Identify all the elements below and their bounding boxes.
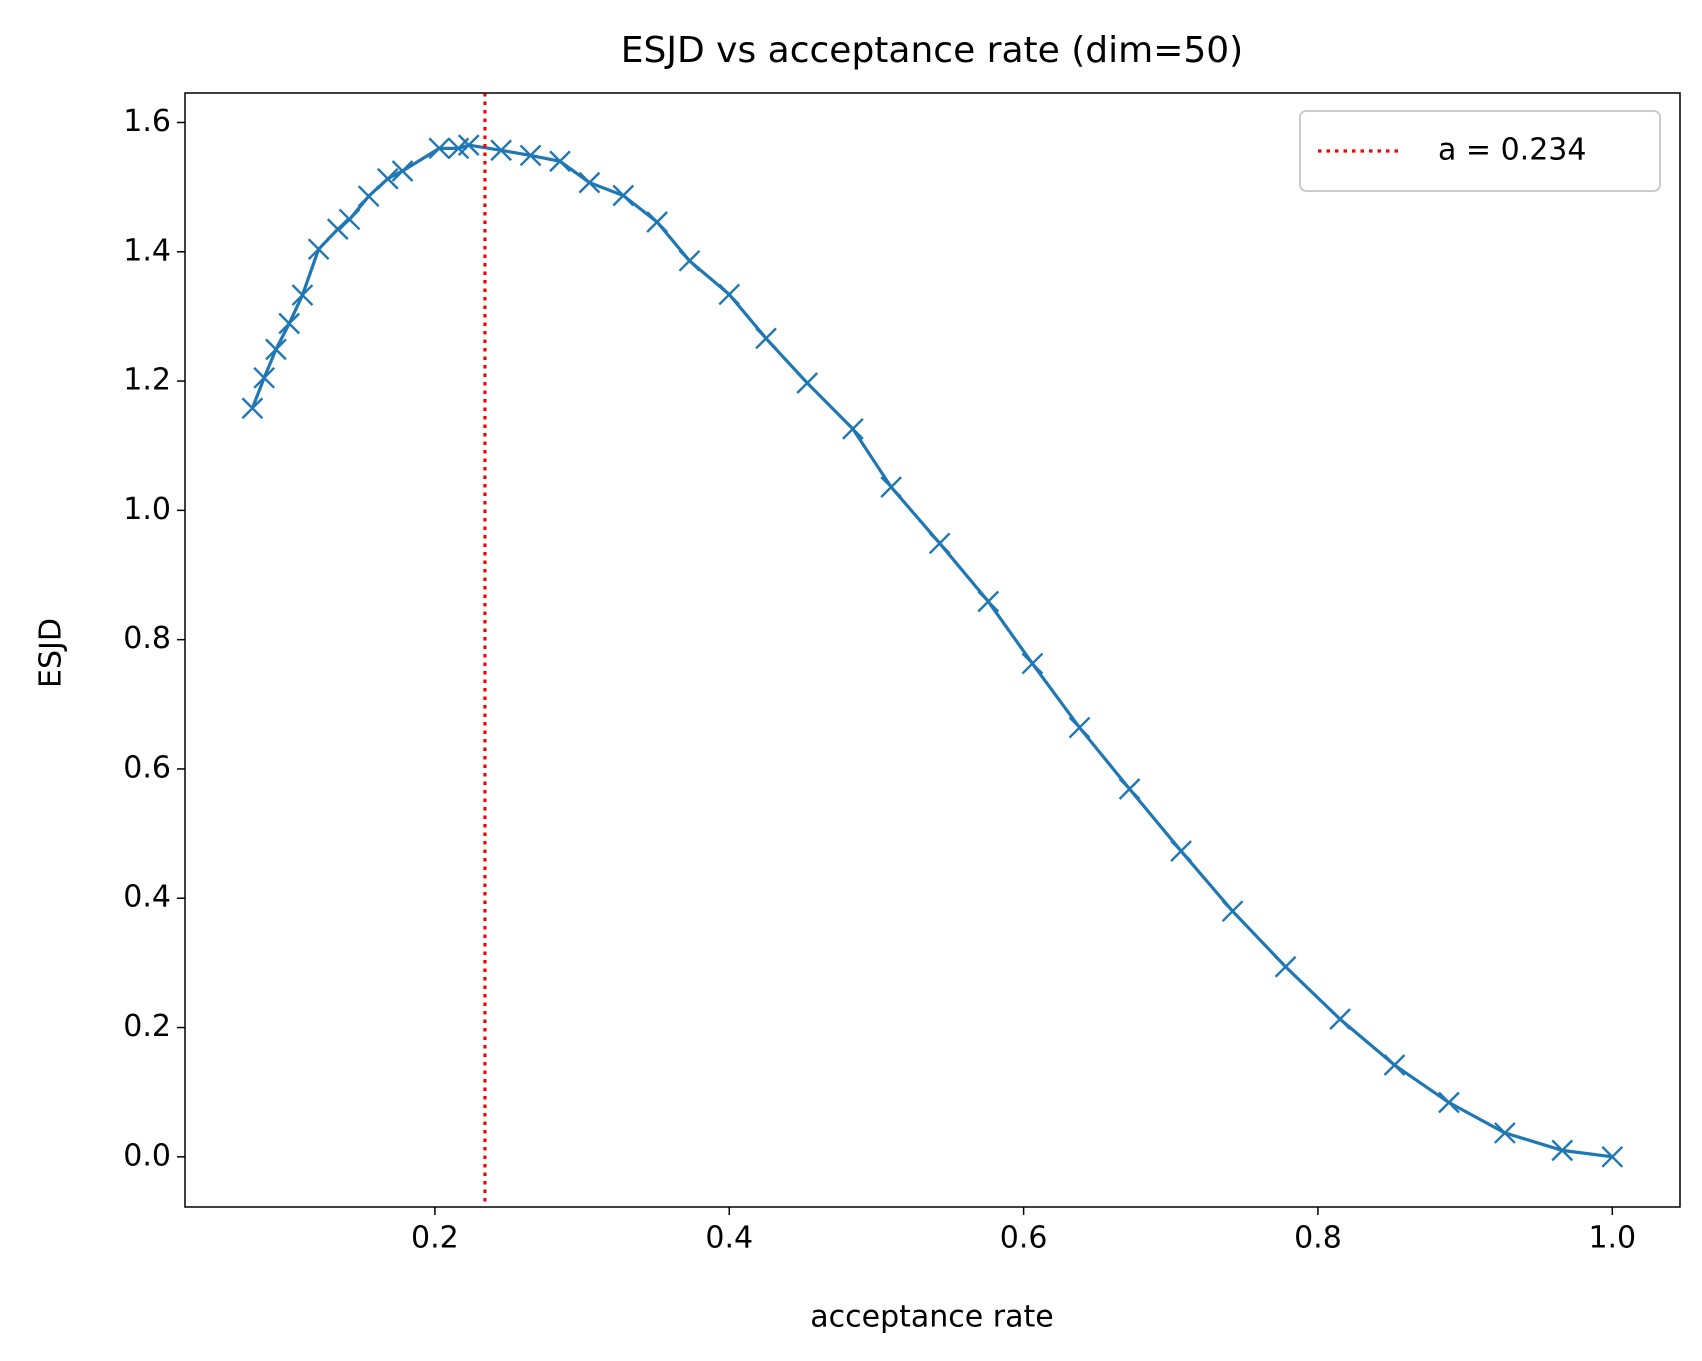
data-marker — [1601, 1145, 1624, 1168]
data-marker — [457, 134, 480, 156]
data-marker — [1068, 716, 1091, 739]
y-tick-label: 0.4 — [123, 880, 171, 915]
data-marker — [391, 160, 414, 182]
data-marker — [241, 397, 264, 420]
data-marker — [291, 284, 314, 306]
data-marker — [1383, 1054, 1406, 1076]
data-marker — [928, 532, 951, 555]
x-tick-label: 0.4 — [705, 1221, 753, 1256]
data-marker — [1274, 955, 1297, 978]
data-marker — [678, 249, 701, 272]
data-marker — [1438, 1091, 1460, 1114]
y-tick-label: 0.0 — [123, 1138, 171, 1173]
data-marker — [278, 312, 301, 335]
data-marker — [1118, 778, 1141, 800]
data-marker — [1494, 1122, 1516, 1144]
data-marker — [646, 211, 668, 233]
y-tick-label: 1.2 — [123, 363, 171, 398]
data-marker — [326, 218, 349, 240]
y-tick-label: 0.8 — [123, 621, 171, 656]
data-marker — [718, 283, 741, 306]
data-marker — [490, 139, 512, 162]
x-tick-label: 0.2 — [411, 1221, 459, 1256]
data-marker — [376, 167, 399, 190]
data-marker — [755, 327, 777, 350]
data-marker — [1021, 652, 1044, 675]
data-marker — [253, 366, 276, 389]
data-marker — [428, 137, 451, 160]
data-marker — [578, 171, 601, 194]
data-marker — [1551, 1139, 1574, 1162]
y-tick-label: 1.6 — [123, 104, 171, 139]
y-tick-label: 1.4 — [123, 233, 171, 268]
y-tick-label: 1.0 — [123, 492, 171, 527]
plot-frame — [184, 92, 1681, 1208]
chart-title: ESJD vs acceptance rate (dim=50) — [621, 30, 1243, 71]
data-marker — [307, 238, 330, 261]
data-marker — [338, 208, 361, 231]
data-marker — [796, 372, 819, 394]
data-marker — [519, 144, 542, 167]
data-marker — [1170, 840, 1192, 862]
data-marker — [1329, 1008, 1351, 1030]
data-line — [250, 143, 1613, 1159]
data-marker — [1221, 900, 1244, 923]
data-marker — [880, 476, 902, 498]
data-marker — [612, 184, 635, 207]
data-marker — [842, 418, 864, 440]
data-marker — [977, 590, 1000, 613]
x-tick-label: 1.0 — [1588, 1221, 1636, 1256]
x-tick-label: 0.6 — [1000, 1221, 1048, 1256]
y-axis-label: ESJD — [34, 618, 69, 688]
x-tick-label: 0.8 — [1294, 1221, 1342, 1256]
data-marker — [357, 185, 380, 208]
data-marker — [549, 150, 571, 173]
legend-box — [1299, 110, 1661, 192]
y-tick-label: 0.6 — [123, 750, 171, 785]
y-tick-label: 0.2 — [123, 1009, 171, 1044]
legend-label: a = 0.234 — [1438, 133, 1586, 168]
x-axis-label: acceptance rate — [810, 1300, 1053, 1335]
data-marker — [265, 338, 287, 361]
